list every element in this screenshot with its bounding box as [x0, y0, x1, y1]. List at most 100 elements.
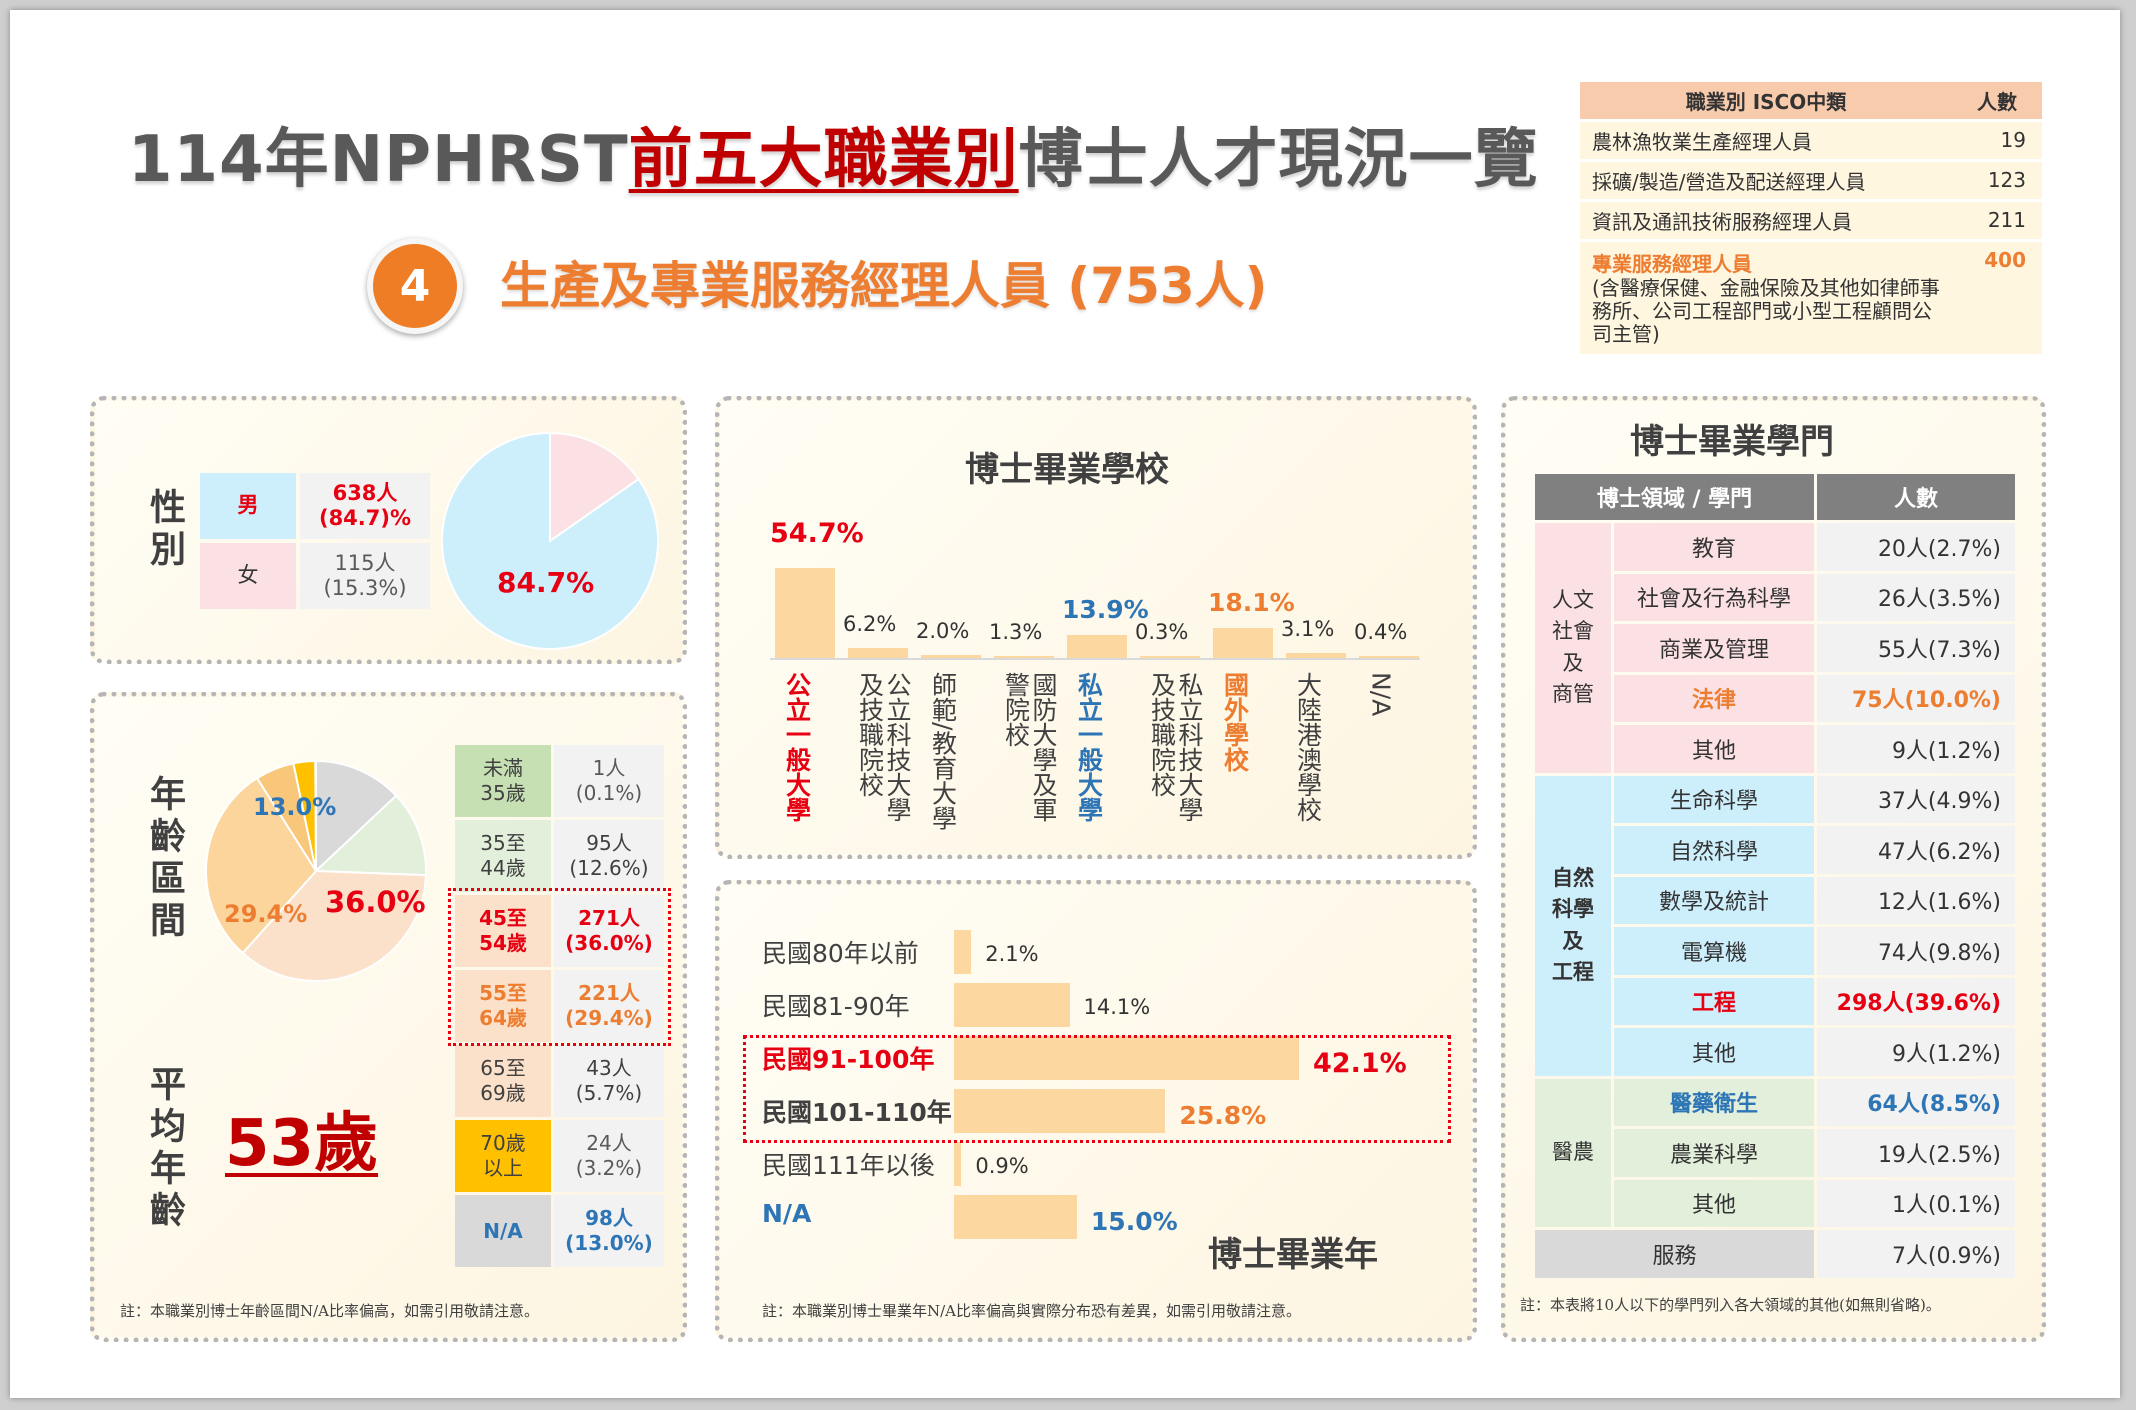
- discipline-value: 12人(1.6%): [1817, 876, 2015, 924]
- discipline-name: 法律: [1614, 674, 1814, 722]
- age-range: 65至 69歲: [455, 1045, 551, 1117]
- table-row: 農林漁牧業生產經理人員 19: [1580, 118, 2042, 160]
- isco-name: 採礦/製造/營造及配送經理人員: [1580, 158, 1952, 200]
- grad-year-bar: [954, 1195, 1077, 1239]
- school-bar: [994, 655, 1054, 658]
- discipline-value: 1人(0.1%): [1817, 1179, 2015, 1227]
- grad-year-note: 註：本職業別博士畢業年N/A比率偏高與實際分布恐有差異，如需引用敬請注意。: [762, 1302, 1302, 1320]
- discipline-value: 9人(1.2%): [1817, 1028, 2015, 1076]
- age-pie-label-na: 13.0%: [253, 793, 337, 821]
- discipline-value: 55人(7.3%): [1817, 624, 2015, 672]
- grad-year-label: N/A: [762, 1199, 812, 1228]
- isco-highlight-count: 400: [1952, 238, 2042, 354]
- age-value-text: 1人 (0.1%): [575, 756, 643, 805]
- school-pct-label: 0.3%: [1135, 620, 1189, 644]
- isco-count: 211: [1952, 198, 2042, 240]
- age-pie-label-55: 29.4%: [224, 900, 308, 928]
- discipline-value: 74人(9.8%): [1817, 927, 2015, 975]
- grad-year-pct-label: 2.1%: [985, 942, 1039, 966]
- discipline-name: 農業科學: [1614, 1129, 1814, 1177]
- school-category-label: N/A: [1366, 672, 1396, 717]
- school-category-label: 師範/教育大學: [928, 672, 958, 831]
- age-range-text: 35至 44歲: [480, 831, 526, 880]
- discipline-value: 47人(6.2%): [1817, 826, 2015, 874]
- discipline-name: 工程: [1614, 977, 1814, 1025]
- discipline-service-name: 服務: [1535, 1230, 1814, 1278]
- age-range: N/A: [455, 1195, 551, 1267]
- age-value-text: 271人 (36.0%): [565, 906, 653, 955]
- pie-slice-female: [549, 431, 640, 543]
- discipline-value: 19人(2.5%): [1817, 1129, 2015, 1177]
- school-category-label: 公立科技大學及技職院校: [855, 672, 913, 822]
- title-prefix: 114年NPHRST: [128, 123, 629, 197]
- school-bar: [1213, 628, 1273, 658]
- gender-pie-chart: [441, 431, 659, 650]
- discipline-service-value: 7人(0.9%): [1817, 1230, 2015, 1278]
- school-panel: [715, 396, 1477, 859]
- school-bar: [1359, 656, 1419, 658]
- school-pct-label: 1.3%: [989, 619, 1043, 644]
- table-row: 採礦/製造/營造及配送經理人員 123: [1580, 158, 2042, 200]
- age-range-text: 70歲 以上: [480, 1131, 526, 1180]
- isco-count: 123: [1952, 158, 2042, 200]
- age-range: 45至 54歲: [455, 895, 551, 967]
- grad-year-label: 民國111年以後: [762, 1151, 935, 1180]
- age-range-text: 55至 64歲: [479, 981, 527, 1030]
- discipline-title: 博士畢業學門: [1630, 422, 1834, 462]
- discipline-group-label: 人文 社會 及 商管: [1535, 523, 1611, 773]
- grad-year-highlight-box: [743, 1035, 1451, 1143]
- discipline-name: 電算機: [1614, 927, 1814, 975]
- age-highlight-box: [448, 888, 671, 1046]
- pie-slice-under-35: [314, 759, 317, 872]
- discipline-name: 其他: [1614, 725, 1814, 773]
- school-pct-label: 0.4%: [1354, 620, 1408, 644]
- age-note: 註：本職業別博士年齡區間N/A比率偏高，如需引用敬請注意。: [120, 1302, 540, 1320]
- age-value-text: 98人 (13.0%): [565, 1206, 653, 1255]
- school-bar: [1286, 652, 1346, 658]
- female-value: 115人 (15.3%): [300, 543, 430, 609]
- discipline-value: 20人(2.7%): [1817, 523, 2015, 571]
- discipline-value: 9人(1.2%): [1817, 725, 2015, 773]
- isco-col-count: 人數: [1952, 82, 2042, 120]
- school-bar: [921, 654, 981, 658]
- grad-year-label: 民國91-100年: [762, 1045, 935, 1074]
- discipline-value: 26人(3.5%): [1817, 573, 2015, 621]
- grad-year-pct-label: 25.8%: [1179, 1101, 1267, 1130]
- age-value-text: 43人 (5.7%): [575, 1056, 643, 1105]
- school-pct-label: 3.1%: [1281, 616, 1335, 641]
- grad-year-pct-label: 14.1%: [1083, 995, 1151, 1019]
- isco-col-occupation: 職業別 ISCO中類: [1580, 82, 1952, 120]
- school-category-label: 大陸港澳學校: [1293, 672, 1323, 822]
- infographic-slide: 114年NPHRST前五大職業別博士人才現況一覽 4 生產及專業服務經理人員 (…: [10, 10, 2120, 1398]
- discipline-name: 社會及行為科學: [1614, 573, 1814, 621]
- age-value: 1人 (0.1%): [554, 745, 664, 817]
- school-category-label: 國外學校: [1220, 672, 1250, 772]
- isco-name: 農林漁牧業生產經理人員: [1580, 118, 1952, 160]
- discipline-group-label: 自然 科學 及 工程: [1535, 775, 1611, 1076]
- school-category-label: 私立一般大學: [1074, 672, 1104, 822]
- table-row-highlight: 專業服務經理人員 (含醫療保健、金融保險及其他如律師事務所、公司工程部門或小型工…: [1580, 238, 2042, 354]
- pie-slice-male: [441, 431, 659, 650]
- age-label: 年齡區間: [144, 775, 185, 943]
- school-pct-label: 6.2%: [843, 611, 897, 636]
- grad-year-pct-label: 0.9%: [975, 1154, 1029, 1178]
- age-range: 未滿 35歲: [455, 745, 551, 817]
- school-axis-line: [770, 658, 1420, 660]
- age-value: 24人 (3.2%): [554, 1120, 664, 1192]
- isco-highlight-desc: (含醫療保健、金融保險及其他如律師事務所、公司工程部門或小型工程顧問公司主管): [1592, 275, 1940, 346]
- discipline-name: 醫藥衛生: [1614, 1078, 1814, 1126]
- age-range: 55至 64歲: [455, 970, 551, 1042]
- grad-year-label: 民國101-110年: [762, 1098, 952, 1127]
- age-pie-chart: [205, 759, 427, 982]
- pie-slice-55-64: [205, 776, 318, 955]
- age-value-text: 95人 (12.6%): [569, 831, 649, 880]
- school-title: 博士畢業學校: [965, 450, 1169, 490]
- age-range-text: N/A: [483, 1218, 523, 1243]
- pie-slice-na: [315, 759, 398, 874]
- discipline-col-field: 博士領域 / 學門: [1535, 474, 1814, 520]
- grad-year-bar: [954, 1089, 1166, 1133]
- grad-year-bar: [954, 983, 1070, 1027]
- age-value: 221人 (29.4%): [554, 970, 664, 1042]
- age-range: 70歲 以上: [455, 1120, 551, 1192]
- school-bar: [1067, 635, 1127, 658]
